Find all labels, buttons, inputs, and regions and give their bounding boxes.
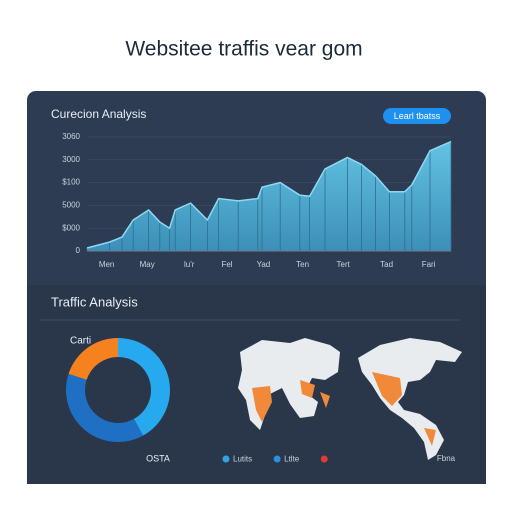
- map-left-highlight: [252, 380, 330, 422]
- y-tick-label: $000: [62, 223, 80, 232]
- map-right: [358, 338, 462, 460]
- x-tick-label: Fari: [422, 260, 436, 269]
- legend-label: Lutits: [233, 455, 252, 464]
- x-tick-label: Tad: [380, 260, 393, 269]
- page-title: Websitee traffis vear gom: [125, 38, 362, 61]
- map-right-highlight: [372, 372, 436, 446]
- donut-slice: [68, 338, 118, 380]
- x-tick-label: Men: [99, 260, 115, 269]
- button[interactable]: [383, 108, 451, 124]
- map-caption: Fbna: [437, 454, 456, 463]
- button-label[interactable]: Learl tbatss: [394, 111, 441, 121]
- donut-slice: [66, 373, 144, 442]
- area-line: [86, 140, 452, 249]
- x-tick-label: Ten: [296, 260, 309, 269]
- y-tick-label: 5000: [62, 201, 80, 210]
- x-tick-label: May: [140, 260, 155, 269]
- maps: Fbna: [238, 338, 462, 463]
- donut-slice: [118, 338, 170, 436]
- x-tick-label: Yad: [257, 260, 271, 269]
- x-tick-label: lu'r: [184, 260, 195, 269]
- x-tick-label: Tert: [337, 260, 351, 269]
- section-title: Traffic Analysis: [51, 294, 138, 309]
- chart-title: Curecion Analysis: [51, 107, 146, 121]
- lower-corner: [27, 470, 486, 484]
- legend-swatch: [222, 455, 230, 463]
- legend-label: Ltlte: [284, 455, 300, 464]
- y-tick-label: $100: [62, 178, 80, 187]
- y-tick-label: 0: [76, 246, 81, 255]
- legend-swatch: [320, 455, 328, 463]
- area: [87, 141, 451, 251]
- legend-swatch: [273, 455, 281, 463]
- y-tick-label: 3000: [62, 155, 80, 164]
- donut-title: Carti: [70, 336, 91, 347]
- donut-annotation: OSTA: [146, 453, 170, 463]
- x-tick-label: Fel: [221, 260, 232, 269]
- y-tick-label: 3060: [62, 132, 80, 141]
